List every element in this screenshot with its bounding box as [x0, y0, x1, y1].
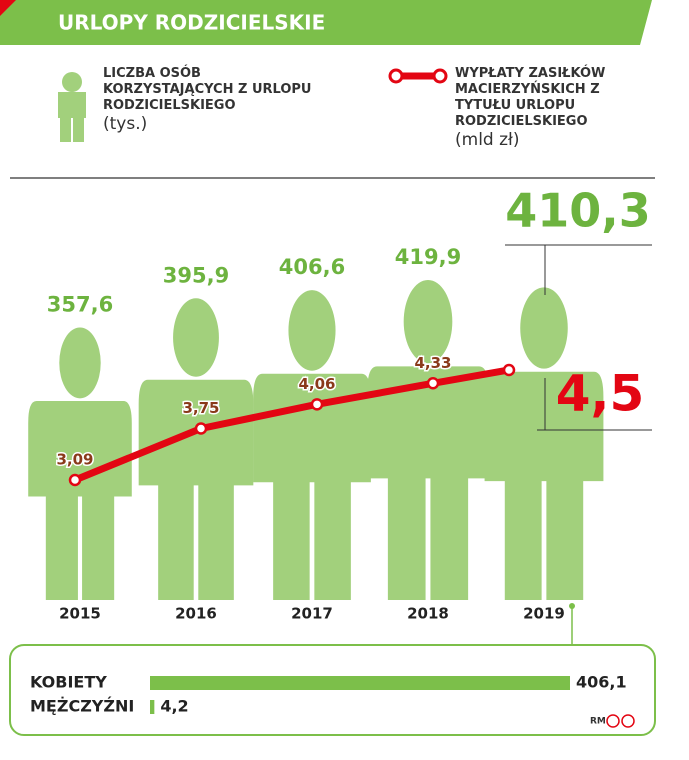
legend-label: LICZBA OSÓB KORZYSTAJĄCYCH Z URLOPU RODZ… — [103, 66, 312, 113]
connector-dot — [569, 603, 575, 609]
legend-line-icon — [388, 68, 404, 84]
x-tick-label: 2015 — [59, 605, 101, 623]
legend-line-icon — [432, 68, 448, 84]
legend-unit: (tys.) — [103, 114, 148, 134]
x-tick-label: 2019 — [523, 605, 565, 623]
value-label: 3,75 — [182, 399, 219, 417]
credit: RM — [590, 717, 606, 727]
line-point — [194, 422, 208, 435]
value-label: 3,09 — [56, 451, 93, 469]
value-label: 410,3 — [505, 184, 651, 238]
legend-label: WYPŁATY ZASIŁKÓW MACIERZYŃSKICH Z TYTUŁU… — [455, 66, 606, 129]
line-point — [502, 363, 516, 377]
value-label: 406,1 — [576, 673, 627, 692]
legend-person-icon — [58, 71, 86, 142]
person-bar — [484, 287, 604, 600]
credit-logo — [606, 714, 620, 728]
value-label: 406,6 — [279, 255, 345, 279]
chart-title: URLOPY RODZICIELSKIE — [58, 11, 325, 35]
x-tick-label: 2016 — [175, 605, 217, 623]
legend-entry: WYPŁATY ZASIŁKÓW MACIERZYŃSKICH Z TYTUŁU… — [455, 66, 640, 150]
value-label: 357,6 — [47, 292, 113, 316]
line-point — [310, 398, 324, 411]
line-point — [68, 473, 82, 487]
credit-logo — [621, 714, 635, 728]
category-label: KOBIETY — [30, 673, 107, 692]
line-point — [426, 377, 440, 390]
legend-entry: LICZBA OSÓB KORZYSTAJĄCYCH Z URLOPU RODZ… — [103, 66, 318, 134]
legend-unit: (mld zł) — [455, 130, 520, 150]
x-tick-label: 2017 — [291, 605, 333, 623]
person-bar — [28, 327, 132, 600]
value-label: 4,33 — [414, 354, 451, 372]
corner — [0, 0, 16, 16]
value-label: 419,9 — [395, 245, 461, 269]
value-label: 395,9 — [163, 263, 229, 287]
x-tick-label: 2018 — [407, 605, 449, 623]
value-label: 4,5 — [556, 365, 645, 423]
bar — [150, 676, 570, 690]
value-label: 4,2 — [160, 697, 188, 716]
person-bar — [138, 298, 254, 600]
value-label: 4,06 — [298, 375, 335, 393]
person-bar — [253, 290, 371, 600]
category-label: MĘŻCZYŹNI — [30, 697, 134, 716]
bar — [150, 700, 155, 714]
person-bar — [367, 280, 489, 600]
title-banner — [0, 0, 652, 45]
